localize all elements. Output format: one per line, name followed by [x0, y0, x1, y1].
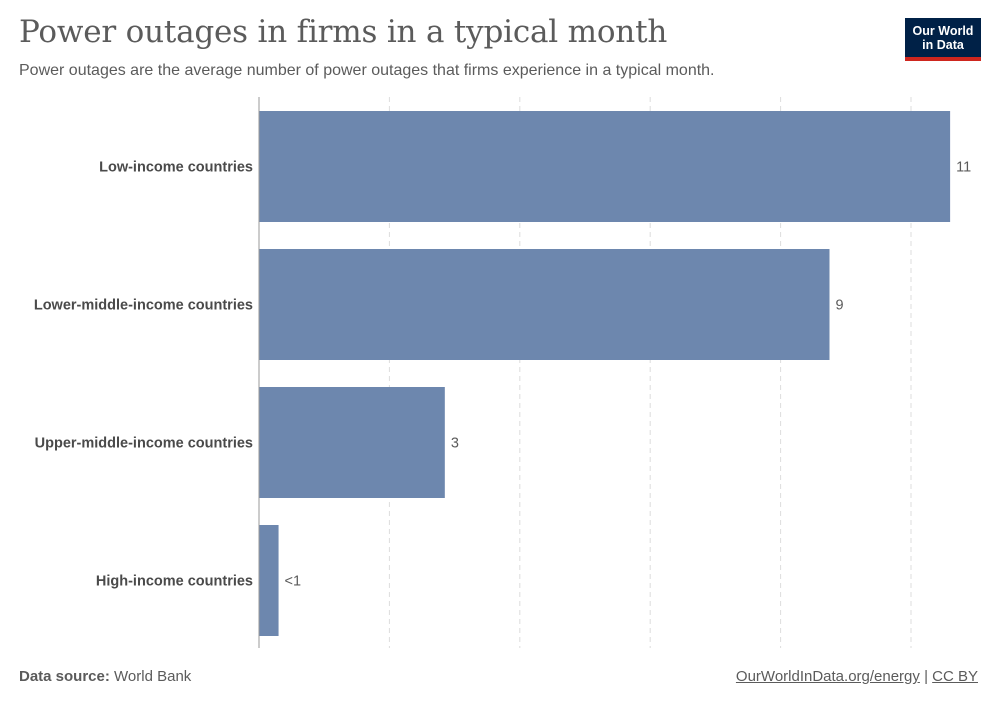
bars [259, 111, 951, 636]
bar[interactable] [259, 249, 830, 360]
chart-subtitle: Power outages are the average number of … [19, 62, 715, 79]
category-label: Lower-middle-income countries [34, 298, 253, 314]
value-label: 3 [451, 436, 459, 452]
owid-logo[interactable]: Our World in Data [905, 18, 981, 61]
logo-line-1: Our World [912, 23, 974, 38]
footer-links: OurWorldInData.org/energy | CC BY [736, 668, 978, 685]
value-label: 11 [956, 160, 971, 176]
data-source-value: World Bank [114, 668, 192, 685]
value-labels: 11 9 3 <1 [285, 160, 972, 590]
bar[interactable] [259, 387, 445, 498]
category-label: High-income countries [96, 574, 253, 590]
category-label: Upper-middle-income countries [35, 436, 253, 452]
footer-separator: | [924, 668, 928, 685]
category-labels: Low-income countries Lower-middle-income … [34, 160, 253, 590]
data-source: Data source: World Bank [19, 668, 191, 685]
value-label: <1 [285, 574, 302, 590]
value-label: 9 [836, 298, 844, 314]
logo-line-2: in Data [922, 37, 964, 52]
bar[interactable] [259, 525, 279, 636]
data-source-label: Data source: [19, 668, 110, 685]
chart-title: Power outages in firms in a typical mont… [19, 14, 668, 50]
category-label: Low-income countries [99, 160, 253, 176]
bar[interactable] [259, 111, 951, 222]
source-link[interactable]: OurWorldInData.org/energy [735, 668, 920, 685]
license-link[interactable]: CC BY [932, 668, 978, 685]
